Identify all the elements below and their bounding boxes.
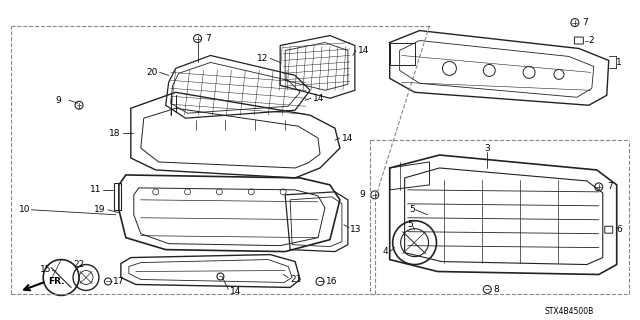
Text: 4: 4	[382, 247, 388, 256]
Text: 5: 5	[407, 220, 413, 229]
Text: 14: 14	[230, 287, 242, 296]
Text: 1: 1	[616, 58, 621, 67]
Text: FR.: FR.	[48, 277, 65, 286]
Text: 7: 7	[582, 18, 588, 27]
Text: 14: 14	[358, 46, 369, 55]
Text: 19: 19	[95, 205, 106, 214]
Text: 18: 18	[109, 129, 121, 138]
Text: 14: 14	[342, 133, 353, 143]
Text: 7: 7	[607, 182, 612, 191]
Text: STX4B4500B: STX4B4500B	[545, 307, 594, 316]
Text: 21: 21	[290, 275, 301, 284]
Text: 11: 11	[90, 185, 101, 194]
Text: 5: 5	[409, 205, 415, 214]
Text: 10: 10	[19, 205, 31, 214]
Text: 20: 20	[147, 68, 157, 77]
Text: 17: 17	[113, 277, 124, 286]
Text: 13: 13	[350, 225, 362, 234]
Text: 16: 16	[326, 277, 337, 286]
Text: 3: 3	[484, 144, 490, 153]
Text: 22: 22	[74, 260, 84, 269]
Text: 15: 15	[40, 265, 51, 274]
Text: 2: 2	[589, 36, 595, 45]
Text: 14: 14	[313, 94, 324, 103]
Text: 7: 7	[205, 34, 211, 43]
Text: 8: 8	[493, 285, 499, 294]
Text: 9: 9	[359, 190, 365, 199]
Text: 9: 9	[56, 96, 61, 105]
Text: 6: 6	[617, 225, 623, 234]
Text: 12: 12	[257, 54, 268, 63]
